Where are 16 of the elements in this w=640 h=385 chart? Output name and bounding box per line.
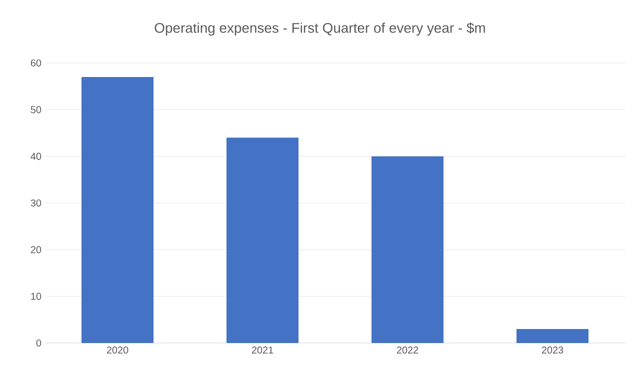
x-tick-label: 2020 <box>106 346 128 354</box>
x-tick-label: 2021 <box>252 346 274 354</box>
chart-title: Operating expenses - First Quarter of every year - $m <box>154 22 485 36</box>
x-tick-label: 2023 <box>542 346 564 354</box>
y-tick-label: 40 <box>30 152 42 160</box>
y-tick-label: 60 <box>30 59 42 67</box>
y-tick-label: 50 <box>30 106 42 114</box>
bar <box>82 76 154 343</box>
y-tick-label: 30 <box>30 199 42 207</box>
bar <box>372 156 444 343</box>
x-tick-label: 2022 <box>396 346 418 354</box>
bar <box>226 138 299 343</box>
bar <box>516 329 589 343</box>
y-tick-label: 10 <box>31 292 42 300</box>
y-tick-label: 20 <box>30 246 42 254</box>
y-tick-label: 0 <box>36 339 42 347</box>
